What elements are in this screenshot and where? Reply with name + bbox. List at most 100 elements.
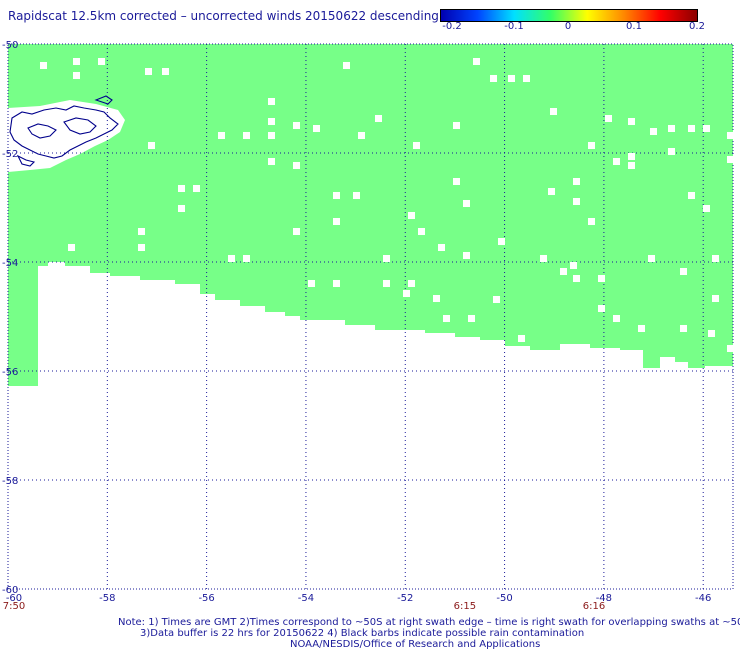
gap-cell (293, 228, 300, 235)
gap-cell (145, 68, 152, 75)
gap-cell (508, 75, 515, 82)
gap-cell (680, 268, 687, 275)
gap-cell (383, 280, 390, 287)
gap-cell (518, 335, 525, 342)
gap-cell (138, 228, 145, 235)
gap-cell (343, 62, 350, 69)
gap-cell (628, 118, 635, 125)
time-label: 7:50 (3, 601, 25, 612)
swath-coverage (8, 44, 733, 386)
gap-cell (727, 345, 734, 352)
gap-cell (178, 185, 185, 192)
gap-cell (588, 218, 595, 225)
gap-cell (243, 132, 250, 139)
gap-cell (375, 115, 382, 122)
note-line-1: Note: 1) Times are GMT 2)Times correspon… (118, 617, 740, 628)
lat-label: -58 (2, 476, 18, 487)
colorbar-label: -0.2 (442, 21, 462, 32)
coastline-path (16, 154, 36, 167)
coastline-path (63, 117, 97, 135)
gap-cell (490, 75, 497, 82)
gap-cell (433, 295, 440, 302)
gap-cell (148, 142, 155, 149)
lat-label: -60 (2, 585, 18, 596)
gap-cell (493, 296, 500, 303)
gap-cell (268, 118, 275, 125)
gap-cell (473, 58, 480, 65)
gap-cell (228, 255, 235, 262)
coastline-path (9, 105, 119, 159)
gap-cell (548, 188, 555, 195)
gap-cell (540, 255, 547, 262)
gap-cell (40, 62, 47, 69)
gap-cell (523, 75, 530, 82)
gap-cell (162, 68, 169, 75)
gap-cell (573, 178, 580, 185)
gap-cell (293, 162, 300, 169)
gap-cell (703, 125, 710, 132)
lon-labels: -60 -58 -56 -54 -52 -50 -48 -46 (6, 593, 712, 604)
time-labels: 7:50 6:15 6:16 (3, 601, 605, 612)
lon-label: -46 (695, 593, 711, 604)
gap-cell (712, 255, 719, 262)
gap-cell (463, 252, 470, 259)
gap-cell (308, 280, 315, 287)
gap-cell (268, 132, 275, 139)
coastline (9, 95, 119, 167)
gap-cell (98, 58, 105, 65)
gap-cell (688, 192, 695, 199)
grid (8, 44, 733, 589)
lon-label: -52 (397, 593, 413, 604)
gap-cell (353, 192, 360, 199)
gap-cell (268, 98, 275, 105)
gap-cell (268, 158, 275, 165)
gap-cell (628, 162, 635, 169)
gap-cell (73, 58, 80, 65)
gap-cell (560, 268, 567, 275)
gap-cell (293, 122, 300, 129)
lon-label: -60 (6, 593, 22, 604)
colorbar-label: 0.2 (689, 21, 705, 32)
chart-title: Rapidscat 12.5km corrected – uncorrected… (8, 9, 439, 23)
gap-cell (708, 330, 715, 337)
time-label: 6:15 (454, 601, 476, 612)
gap-cell (703, 205, 710, 212)
gap-cell (468, 315, 475, 322)
gap-cell (383, 255, 390, 262)
colorbar-label: -0.1 (504, 21, 524, 32)
lat-label: -52 (2, 149, 18, 160)
note-line-2: 3)Data buffer is 22 hrs for 20150622 4) … (140, 628, 585, 639)
gap-cell (605, 115, 612, 122)
gap-cell (613, 158, 620, 165)
gap-cell (648, 255, 655, 262)
gap-cell (650, 128, 657, 135)
gap-cell (688, 125, 695, 132)
lon-label: -58 (99, 593, 115, 604)
gap-cell (73, 72, 80, 79)
gap-cell (333, 280, 340, 287)
gap-cell (680, 325, 687, 332)
gap-cell (443, 315, 450, 322)
gap-cell (463, 200, 470, 207)
time-label: 6:16 (583, 601, 605, 612)
gap-cell (138, 244, 145, 251)
colorbar-label: 0.1 (626, 21, 642, 32)
gap-cell (413, 142, 420, 149)
lon-label: -54 (298, 593, 314, 604)
gap-cell (218, 132, 225, 139)
note-line-3: NOAA/NESDIS/Office of Research and Appli… (290, 639, 541, 650)
gap-cell (243, 255, 250, 262)
gap-cell (727, 156, 734, 163)
gap-cell (550, 108, 557, 115)
lat-labels: -50 -52 -54 -56 -58 -60 (2, 40, 18, 596)
gap-cell (668, 148, 675, 155)
gap-cell (403, 290, 410, 297)
gap-cell (668, 125, 675, 132)
gap-cells (40, 58, 734, 352)
gap-cell (313, 125, 320, 132)
gap-cell (333, 192, 340, 199)
gap-cell (333, 218, 340, 225)
gap-cell (712, 295, 719, 302)
gap-cell (573, 275, 580, 282)
